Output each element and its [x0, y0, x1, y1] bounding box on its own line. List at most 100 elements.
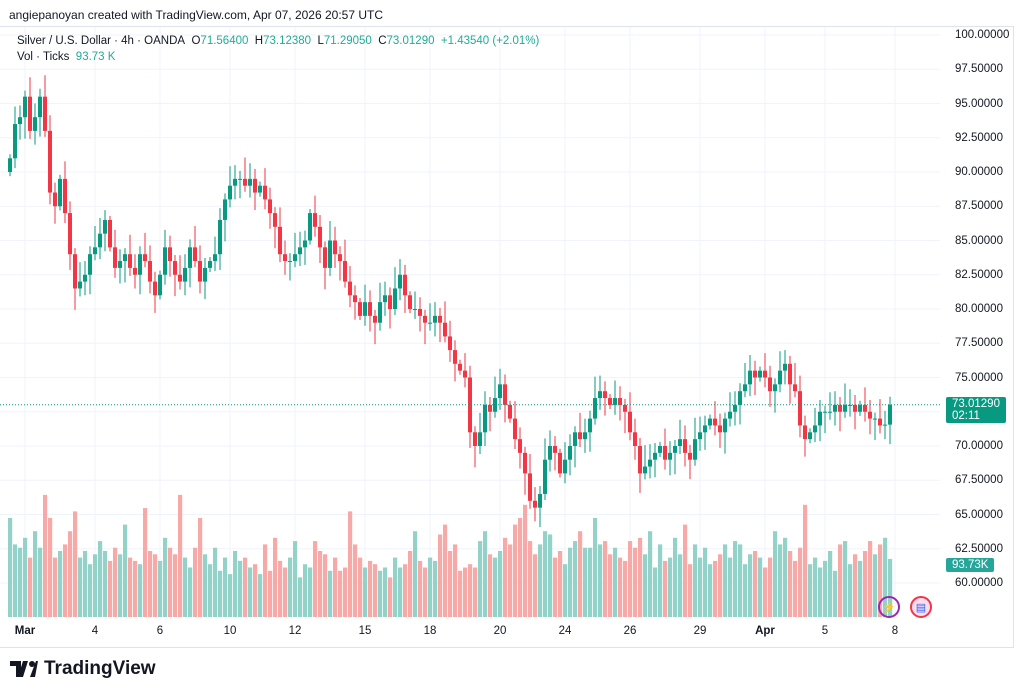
- tradingview-logo[interactable]: TradingView: [10, 658, 156, 680]
- candle-body: [323, 247, 327, 268]
- volume-bar: [888, 558, 893, 617]
- volume-bar: [103, 551, 108, 617]
- volume-label[interactable]: Vol · Ticks: [17, 51, 70, 63]
- volume-bar: [428, 557, 433, 617]
- candle-body: [693, 439, 697, 460]
- candle-body: [423, 315, 427, 323]
- candle-body: [313, 213, 317, 227]
- volume-bar: [288, 557, 293, 617]
- candle-body: [23, 96, 27, 118]
- volume-bar: [863, 551, 868, 617]
- volume-bar: [878, 544, 883, 617]
- volume-bar: [563, 564, 568, 617]
- candle-body: [68, 213, 72, 255]
- candle-body: [143, 254, 147, 262]
- symbol-label[interactable]: Silver / U.S. Dollar · 4h · OANDA: [17, 35, 186, 47]
- volume-bar: [348, 511, 353, 617]
- volume-bar: [173, 554, 178, 617]
- high-value: 73.12380: [263, 35, 312, 47]
- volume-bar: [203, 554, 208, 617]
- candle-body: [738, 391, 742, 405]
- candle-body: [293, 254, 297, 262]
- volume-bar: [568, 547, 573, 617]
- volume-bar: [473, 567, 478, 617]
- candle-body: [473, 432, 477, 446]
- price-tick-label: 90.00000: [955, 166, 1003, 178]
- candle-body: [868, 411, 872, 419]
- volume-bar: [668, 557, 673, 617]
- candle-body: [303, 240, 307, 248]
- candle-body: [88, 254, 92, 275]
- volume-bar: [403, 564, 408, 617]
- candle-body: [593, 398, 597, 419]
- volume-bar: [733, 541, 738, 617]
- change-value: +1.43540 (+2.01%): [440, 35, 540, 47]
- volume-bar: [548, 534, 553, 617]
- price-tick-label: 62.50000: [955, 542, 1003, 555]
- time-tick-label: 24: [558, 625, 572, 637]
- volume-bar: [18, 547, 23, 617]
- time-tick-label: 10: [223, 625, 237, 637]
- volume-bar: [503, 537, 508, 617]
- candle-body: [83, 274, 87, 282]
- candle-body: [498, 384, 502, 399]
- candle-body: [503, 384, 507, 405]
- volume-bar: [493, 557, 498, 617]
- volume-bar: [818, 567, 823, 617]
- candle-body: [38, 96, 42, 118]
- candle-body: [808, 432, 812, 440]
- candle-body: [363, 302, 367, 316]
- volume-bar: [333, 557, 338, 617]
- volume-bar: [773, 531, 778, 617]
- candle-body: [413, 309, 417, 310]
- volume-bar: [398, 567, 403, 617]
- candle-body: [743, 384, 747, 392]
- candle-body: [818, 411, 822, 426]
- price-tick-label: 100.00000: [955, 29, 1010, 41]
- candle-body: [823, 411, 827, 413]
- candle-body: [108, 219, 112, 248]
- volume-bar: [708, 564, 713, 617]
- time-tick-label: 8: [891, 625, 899, 637]
- volume-bar: [338, 570, 343, 617]
- open-value: 71.56400: [200, 35, 249, 47]
- candle-body: [888, 404, 892, 425]
- candle-body: [398, 274, 402, 289]
- candle-body: [588, 418, 592, 433]
- volume-bar: [383, 567, 388, 617]
- candle-body: [258, 185, 262, 193]
- volume-bar: [513, 524, 518, 617]
- candle-body: [453, 350, 457, 364]
- candle-body: [543, 459, 547, 494]
- candle-body: [58, 178, 62, 207]
- candle-body: [853, 404, 857, 412]
- candle-body: [563, 459, 567, 474]
- candle-body: [213, 254, 217, 262]
- volume-bar: [868, 541, 873, 617]
- volume-bar: [128, 557, 133, 617]
- gridlines: [0, 27, 940, 617]
- candle-body: [838, 404, 842, 412]
- candle-body: [103, 219, 107, 234]
- volume-bar: [13, 544, 18, 617]
- volume-bar: [413, 531, 418, 617]
- candle-body: [208, 261, 212, 268]
- volume-bar: [728, 557, 733, 617]
- us-flag-icon[interactable]: ▤: [910, 596, 932, 618]
- price-tick-label: 97.50000: [955, 63, 1003, 76]
- volume-bar: [718, 554, 723, 617]
- candle-body: [633, 432, 637, 446]
- volume-bar: [763, 567, 768, 617]
- time-tick-label: 29: [693, 625, 707, 637]
- candle-body: [343, 261, 347, 282]
- candle-body: [798, 391, 802, 426]
- volume-bar: [248, 567, 253, 617]
- candle-body: [778, 370, 782, 385]
- volume-bars: [8, 494, 893, 617]
- last-price: 73.01290: [952, 398, 1000, 410]
- price-tick-label: 67.50000: [955, 474, 1003, 487]
- volume-bar: [808, 564, 813, 617]
- lightning-icon[interactable]: ⚡: [878, 596, 900, 618]
- volume-bar: [88, 564, 93, 617]
